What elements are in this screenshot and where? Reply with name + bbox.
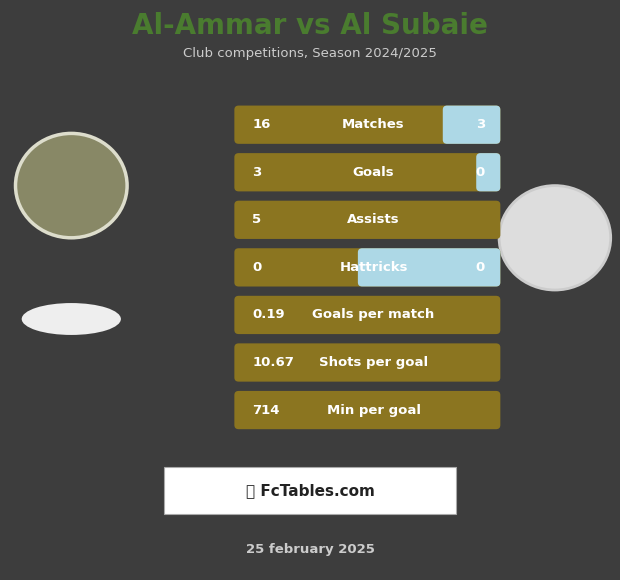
Text: 25 february 2025: 25 february 2025 bbox=[246, 543, 374, 556]
Circle shape bbox=[499, 186, 611, 290]
Text: Al-Ammar vs Al Subaie: Al-Ammar vs Al Subaie bbox=[132, 12, 488, 40]
Text: 5: 5 bbox=[252, 213, 262, 226]
Text: 0: 0 bbox=[476, 261, 485, 274]
Text: 0: 0 bbox=[476, 166, 485, 179]
Text: 📊 FcTables.com: 📊 FcTables.com bbox=[246, 483, 374, 498]
Text: Goals: Goals bbox=[353, 166, 394, 179]
Text: Matches: Matches bbox=[342, 118, 405, 131]
FancyBboxPatch shape bbox=[476, 153, 500, 191]
Text: 0: 0 bbox=[252, 261, 262, 274]
Text: 714: 714 bbox=[252, 404, 280, 416]
Text: Min per goal: Min per goal bbox=[327, 404, 420, 416]
Ellipse shape bbox=[22, 303, 121, 335]
FancyBboxPatch shape bbox=[234, 201, 500, 239]
Text: Hattricks: Hattricks bbox=[339, 261, 408, 274]
Text: Club competitions, Season 2024/2025: Club competitions, Season 2024/2025 bbox=[183, 48, 437, 60]
Text: Shots per goal: Shots per goal bbox=[319, 356, 428, 369]
FancyBboxPatch shape bbox=[443, 106, 500, 144]
FancyBboxPatch shape bbox=[164, 467, 456, 514]
Text: Goals per match: Goals per match bbox=[312, 309, 435, 321]
Text: 3: 3 bbox=[476, 118, 485, 131]
Text: 16: 16 bbox=[252, 118, 271, 131]
Circle shape bbox=[16, 133, 127, 238]
FancyBboxPatch shape bbox=[234, 343, 500, 382]
FancyBboxPatch shape bbox=[234, 153, 500, 191]
Text: 3: 3 bbox=[252, 166, 262, 179]
Text: Assists: Assists bbox=[347, 213, 400, 226]
FancyBboxPatch shape bbox=[234, 296, 500, 334]
Text: 10.67: 10.67 bbox=[252, 356, 294, 369]
FancyBboxPatch shape bbox=[234, 391, 500, 429]
Text: 0.19: 0.19 bbox=[252, 309, 285, 321]
FancyBboxPatch shape bbox=[234, 248, 500, 287]
FancyBboxPatch shape bbox=[358, 248, 500, 287]
FancyBboxPatch shape bbox=[234, 106, 500, 144]
